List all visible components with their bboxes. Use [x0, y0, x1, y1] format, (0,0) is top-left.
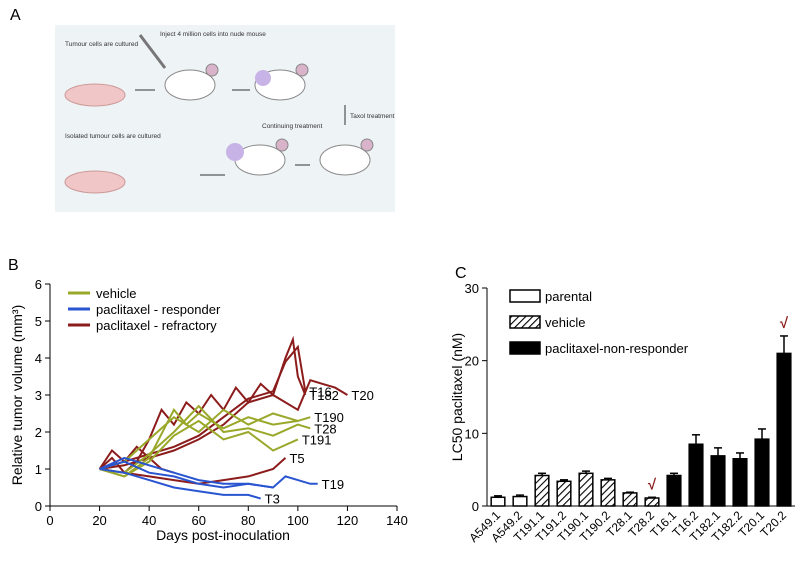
annotation: √	[780, 315, 789, 332]
y-tick-label: 3	[35, 388, 42, 403]
y-tick-label: 6	[35, 277, 42, 292]
legend-swatch	[509, 315, 541, 329]
x-tick-label: 80	[241, 513, 255, 528]
x-tick-label: 60	[191, 513, 205, 528]
panel-label: B	[8, 257, 19, 274]
diagram-text: Taxol treatment	[350, 113, 395, 120]
x-tick-label: 140	[386, 513, 408, 528]
tumour	[226, 143, 244, 161]
dish	[64, 83, 126, 107]
bar	[644, 497, 660, 507]
legend-label: paclitaxel-non-responder	[545, 341, 689, 356]
tumor-line	[99, 456, 318, 489]
tumor-line	[99, 468, 261, 500]
legend-label: vehicle	[545, 315, 585, 330]
y-tick-label: 1	[35, 462, 42, 477]
arrows	[135, 89, 346, 176]
legend-swatch	[509, 341, 541, 355]
line-label: T182	[309, 388, 339, 403]
y-axis-title: LC50 paclitaxel (nM)	[449, 333, 465, 461]
line-label: T190	[314, 410, 344, 425]
legend-label: paclitaxel - responder	[96, 302, 221, 317]
x-axis-title: Days post-inoculation	[156, 527, 290, 543]
bar	[578, 472, 594, 507]
bar	[710, 455, 726, 507]
panel-label: A	[10, 7, 21, 24]
y-tick-label: 0	[472, 499, 479, 514]
x-tick-label: T20.2	[758, 508, 790, 540]
bar	[688, 443, 704, 507]
bar	[600, 479, 616, 507]
y-tick-label: 30	[465, 281, 479, 296]
line-label: T191	[302, 432, 332, 447]
bar	[754, 438, 770, 507]
line-label: T20	[351, 388, 373, 403]
x-tick-label: 120	[337, 513, 359, 528]
bar	[534, 474, 550, 507]
tumor-line	[99, 408, 311, 478]
x-tick-label: 0	[46, 513, 53, 528]
tumor-line	[99, 404, 311, 474]
diagram-text: Isolated tumour cells are cultured	[65, 133, 161, 140]
line-label: T16	[309, 384, 331, 399]
y-tick-label: 20	[465, 354, 479, 369]
legend-label: paclitaxel - refractory	[96, 318, 217, 333]
y-tick-label: 0	[35, 499, 42, 514]
x-tick-label: 20	[92, 513, 106, 528]
bar	[512, 495, 528, 507]
x-tick-label: 100	[287, 513, 309, 528]
panel-label: C	[455, 265, 467, 282]
tumor-line	[99, 419, 299, 478]
y-tick-label: 10	[465, 426, 479, 441]
legend-swatch	[509, 289, 541, 303]
y-axis-title: Relative tumor volume (mm³)	[9, 305, 25, 485]
diagram-text: Tumour cells are cultured	[65, 41, 138, 48]
diagram: Tumour cells are cultured Inject 4 milli…	[55, 25, 395, 212]
line-label: T5	[289, 451, 304, 466]
legend-label: vehicle	[96, 286, 136, 301]
mice	[164, 63, 374, 176]
y-tick-label: 4	[35, 351, 42, 366]
line-label: T3	[265, 492, 280, 507]
diagram-text: Continuing treatment	[262, 123, 323, 130]
tumor-line	[99, 408, 299, 470]
bar	[776, 352, 792, 507]
bar	[666, 474, 682, 507]
y-tick-label: 2	[35, 425, 42, 440]
tumor-line	[98, 335, 307, 475]
tumor-line	[99, 344, 307, 470]
bar	[622, 492, 638, 507]
y-tick-label: 5	[35, 314, 42, 329]
diagram-text: Inject 4 million cells into nude mouse	[160, 31, 266, 38]
syringe	[138, 34, 167, 69]
annotation: √	[648, 476, 657, 493]
bar	[490, 496, 506, 507]
tumor-line	[99, 460, 274, 489]
line-label: T28	[314, 421, 336, 436]
dish	[64, 170, 126, 194]
bar	[556, 480, 572, 507]
x-tick-label: 40	[142, 513, 156, 528]
legend-label: parental	[545, 289, 592, 304]
tumour	[255, 70, 271, 86]
line-label: T19	[322, 477, 344, 492]
bar	[732, 458, 748, 507]
